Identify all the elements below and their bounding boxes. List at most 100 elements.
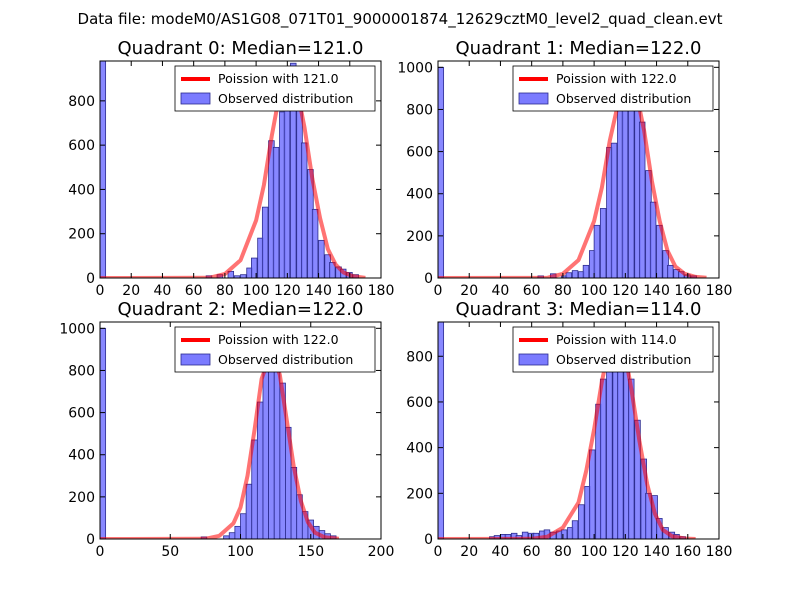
histogram-bar bbox=[329, 262, 336, 278]
axes-frame bbox=[437, 60, 720, 279]
y-tick-label: 800 bbox=[406, 102, 433, 118]
x-tick-label: 80 bbox=[216, 283, 234, 299]
subplot-quadrant-1: Quadrant 1: Median=122.00 20 40 60 80 100 120 1… bbox=[397, 38, 732, 299]
subplot-quadrant-2: Quadrant 2: Median=122.0 0 50 100 150 200 0 200… bbox=[59, 299, 394, 560]
histogram-bar bbox=[599, 378, 607, 539]
histogram-bar bbox=[240, 513, 247, 539]
histogram-bar bbox=[311, 208, 319, 278]
legend: Poission with 122.0 Observed distribution bbox=[512, 65, 714, 112]
y-tick-label: 800 bbox=[68, 363, 95, 379]
legend-poisson-label: Poission with 122.0 bbox=[218, 332, 339, 347]
x-tick-label: 40 bbox=[492, 544, 510, 560]
y-tick-label: 600 bbox=[406, 395, 433, 411]
x-tick-label: 100 bbox=[581, 283, 608, 299]
histogram-bar bbox=[234, 525, 241, 539]
legend-observed-label: Observed distribution bbox=[218, 352, 353, 367]
subplot-title: Quadrant 1: Median=122.0 bbox=[456, 38, 702, 59]
histogram-bar bbox=[571, 270, 579, 278]
y-tick-label: 0 bbox=[86, 271, 95, 287]
legend-bar-swatch bbox=[518, 92, 549, 105]
x-tick-label: 140 bbox=[643, 283, 670, 299]
y-tick-label: 200 bbox=[68, 227, 95, 243]
x-tick-label: 150 bbox=[297, 544, 324, 560]
x-tick-label: 140 bbox=[643, 544, 670, 560]
histogram-bar bbox=[318, 239, 325, 278]
y-tick-label: 400 bbox=[68, 448, 95, 464]
figure-suptitle: Data file: modeM0/AS1G08_071T01_90000018… bbox=[78, 10, 723, 29]
x-tick-label: 120 bbox=[612, 283, 639, 299]
y-tick-label: 0 bbox=[424, 271, 433, 287]
histogram-bar bbox=[649, 201, 657, 278]
legend: Poission with 121.0 Observed distribution bbox=[174, 65, 376, 112]
x-tick-label: 50 bbox=[161, 544, 179, 560]
y-tick-label: 400 bbox=[406, 441, 433, 457]
histogram-bar bbox=[100, 61, 107, 278]
y-tick-label: 1000 bbox=[397, 60, 433, 76]
histogram-bar bbox=[599, 208, 607, 278]
legend-observed-label: Observed distribution bbox=[556, 91, 691, 106]
legend-bar-swatch bbox=[518, 353, 549, 366]
y-tick-label: 600 bbox=[68, 138, 95, 154]
x-tick-label: 140 bbox=[305, 283, 332, 299]
histogram-bar bbox=[504, 534, 512, 539]
histogram-bar bbox=[571, 520, 579, 539]
legend-poisson-label: Poission with 122.0 bbox=[556, 71, 677, 86]
y-tick-label: 600 bbox=[406, 145, 433, 161]
x-tick-label: 160 bbox=[336, 283, 363, 299]
y-tick-label: 0 bbox=[424, 532, 433, 548]
histogram-bar bbox=[610, 142, 618, 278]
histogram-bar bbox=[589, 449, 596, 539]
y-tick-label: 800 bbox=[406, 349, 433, 365]
histogram-bar bbox=[251, 257, 258, 278]
x-tick-label: 200 bbox=[368, 544, 395, 560]
histogram-bar bbox=[256, 401, 264, 539]
y-tick-label: 800 bbox=[68, 94, 95, 110]
legend-observed-label: Observed distribution bbox=[556, 352, 691, 367]
histogram-bar bbox=[261, 206, 269, 278]
x-tick-label: 40 bbox=[154, 283, 172, 299]
x-tick-label: 60 bbox=[523, 283, 541, 299]
y-tick-label: 600 bbox=[68, 406, 95, 422]
histogram-bar bbox=[300, 142, 308, 278]
histogram-bar bbox=[593, 224, 601, 278]
y-tick-label: 400 bbox=[68, 182, 95, 198]
y-tick-label: 200 bbox=[68, 490, 95, 506]
y-tick-label: 200 bbox=[406, 486, 433, 502]
histogram-bar bbox=[560, 529, 568, 539]
y-tick-label: 1000 bbox=[59, 321, 95, 337]
histogram-bars bbox=[438, 66, 697, 278]
subplot-quadrant-0: Quadrant 0: Median=121.00 20 40 60 80 100 120 1… bbox=[68, 38, 394, 299]
x-tick-label: 60 bbox=[185, 283, 203, 299]
legend-observed-label: Observed distribution bbox=[218, 91, 353, 106]
x-tick-label: 160 bbox=[674, 544, 701, 560]
x-tick-label: 80 bbox=[554, 544, 572, 560]
x-tick-label: 100 bbox=[581, 544, 608, 560]
x-tick-label: 120 bbox=[612, 544, 639, 560]
x-tick-label: 20 bbox=[460, 544, 478, 560]
histogram-bars bbox=[100, 61, 359, 278]
x-tick-label: 0 bbox=[96, 283, 105, 299]
histogram-bar bbox=[438, 322, 445, 539]
x-tick-label: 20 bbox=[460, 283, 478, 299]
y-tick-label: 400 bbox=[406, 187, 433, 203]
histogram-bar bbox=[606, 349, 613, 539]
legend: Poission with 122.0 Observed distribution bbox=[174, 326, 376, 373]
legend: Poission with 114.0 Observed distribution bbox=[512, 326, 714, 373]
x-tick-label: 180 bbox=[706, 283, 733, 299]
x-tick-label: 60 bbox=[523, 544, 541, 560]
x-tick-label: 0 bbox=[434, 283, 443, 299]
histogram-bar bbox=[667, 264, 674, 278]
x-tick-label: 120 bbox=[274, 283, 301, 299]
subplot-quadrant-3: Quadrant 3: Median=114.00 20 40 60 80 100 120 1… bbox=[406, 299, 732, 560]
poisson-curve bbox=[100, 349, 340, 539]
legend-bar-swatch bbox=[180, 353, 211, 366]
subplot-title: Quadrant 0: Median=121.0 bbox=[118, 38, 364, 59]
axes-frame bbox=[99, 60, 382, 279]
x-tick-label: 20 bbox=[122, 283, 140, 299]
x-tick-label: 160 bbox=[674, 283, 701, 299]
histogram-bar bbox=[100, 327, 107, 539]
histogram-bar bbox=[565, 272, 573, 278]
x-tick-label: 0 bbox=[96, 544, 105, 560]
histogram-bar bbox=[638, 121, 646, 278]
